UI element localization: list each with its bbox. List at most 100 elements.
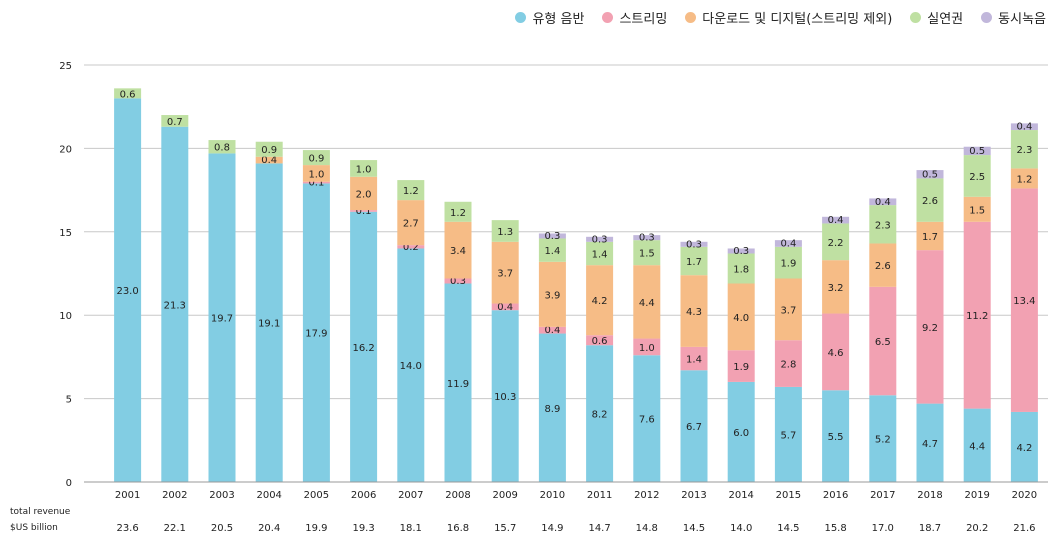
bar-segment bbox=[680, 275, 708, 347]
bar-segment bbox=[538, 238, 566, 262]
data-label: 0.3 bbox=[450, 276, 466, 287]
data-label: 4.4 bbox=[639, 298, 655, 309]
data-label: 13.4 bbox=[1013, 296, 1035, 307]
bar-segment bbox=[774, 240, 802, 247]
x-tick-label: 2008 bbox=[445, 490, 470, 501]
data-label: 0.1 bbox=[356, 206, 372, 217]
x-tick-label: 2019 bbox=[964, 490, 989, 501]
x-tick-label: 2014 bbox=[728, 490, 753, 501]
x-tick-label: 2005 bbox=[304, 490, 329, 501]
bar-segment bbox=[963, 196, 991, 222]
total-revenue-label: total revenue bbox=[10, 507, 71, 517]
bar-segment bbox=[538, 233, 566, 239]
bar-segment bbox=[350, 211, 378, 482]
data-label: 0.7 bbox=[167, 117, 183, 128]
bar-segment bbox=[774, 246, 802, 279]
total-revenue-value: 20.4 bbox=[258, 523, 280, 534]
bar-segment bbox=[869, 395, 897, 482]
data-label: 0.2 bbox=[403, 242, 419, 253]
data-label: 0.1 bbox=[308, 178, 324, 189]
bar-segment bbox=[444, 201, 472, 222]
bar-segment bbox=[727, 283, 755, 351]
bar-segment bbox=[633, 235, 661, 241]
bar-segment bbox=[869, 243, 897, 287]
data-label: 2.2 bbox=[828, 238, 844, 249]
bar-segment bbox=[586, 265, 614, 336]
bar-segment bbox=[727, 381, 755, 482]
bar-segment bbox=[586, 241, 614, 266]
data-label: 1.2 bbox=[450, 208, 466, 219]
bar-segment bbox=[255, 156, 283, 164]
bar-segment bbox=[302, 183, 330, 483]
bar-segment bbox=[161, 115, 189, 127]
bar-segment bbox=[444, 283, 472, 482]
bar-segment bbox=[680, 346, 708, 371]
bar-segment bbox=[916, 403, 944, 482]
bar-segment bbox=[680, 370, 708, 482]
legend-item-sync: 동시녹음 bbox=[981, 8, 1046, 27]
data-label: 9.2 bbox=[922, 323, 938, 334]
bar-segment bbox=[491, 303, 519, 311]
data-label: 5.7 bbox=[780, 430, 796, 441]
legend-label-physical: 유형 음반 bbox=[532, 12, 585, 27]
total-revenue-value: 22.1 bbox=[164, 523, 186, 534]
bar-segment bbox=[255, 163, 283, 483]
total-revenue-value: 16.8 bbox=[447, 523, 469, 534]
bar-segment bbox=[586, 236, 614, 242]
bar-segment bbox=[1010, 123, 1038, 131]
bar-segment bbox=[302, 181, 330, 184]
data-label: 14.0 bbox=[400, 361, 422, 372]
bar-segment bbox=[963, 155, 991, 197]
y-tick-label: 15 bbox=[59, 228, 72, 239]
x-tick-label: 2013 bbox=[681, 490, 706, 501]
y-tick-label: 0 bbox=[66, 478, 72, 489]
data-label: 1.4 bbox=[592, 249, 608, 260]
data-label: 0.9 bbox=[308, 154, 324, 165]
bar-segment bbox=[822, 390, 850, 482]
x-tick-label: 2001 bbox=[115, 490, 140, 501]
data-label: 0.4 bbox=[497, 302, 513, 313]
data-label: 4.2 bbox=[1016, 443, 1032, 454]
bar-segment bbox=[397, 180, 425, 201]
bar-segment bbox=[397, 245, 425, 249]
data-label: 3.7 bbox=[497, 269, 513, 280]
data-label: 1.7 bbox=[922, 232, 938, 243]
data-label: 1.8 bbox=[733, 264, 749, 275]
data-label: 2.6 bbox=[922, 196, 938, 207]
data-label: 1.0 bbox=[356, 164, 372, 175]
x-tick-label: 2020 bbox=[1012, 490, 1037, 501]
bar-segment bbox=[444, 278, 472, 284]
total-revenue-value: 14.5 bbox=[683, 523, 705, 534]
bar-segment bbox=[491, 241, 519, 304]
total-revenue-value: 14.8 bbox=[636, 523, 658, 534]
chart-legend: 유형 음반 스트리밍 다운로드 및 디지털(스트리밍 제외) 실연권 동시녹음 bbox=[515, 8, 1046, 27]
legend-swatch-physical bbox=[515, 12, 527, 23]
legend-item-streaming: 스트리밍 bbox=[602, 8, 667, 27]
data-label: 4.0 bbox=[733, 313, 749, 324]
data-label: 4.2 bbox=[592, 296, 608, 307]
total-revenue-value: 17.0 bbox=[872, 523, 894, 534]
bar-segment bbox=[822, 260, 850, 314]
data-label: 0.4 bbox=[780, 238, 796, 249]
data-label: 0.3 bbox=[592, 234, 608, 245]
bar-segment bbox=[774, 340, 802, 387]
bar-segment bbox=[538, 261, 566, 327]
data-label: 1.9 bbox=[733, 362, 749, 373]
x-tick-label: 2006 bbox=[351, 490, 376, 501]
bar-segment bbox=[774, 278, 802, 341]
legend-swatch-sync bbox=[981, 12, 993, 23]
data-label: 10.3 bbox=[494, 392, 516, 403]
legend-swatch-performance bbox=[910, 12, 922, 23]
bar-segment bbox=[491, 310, 519, 482]
bar-segment bbox=[774, 386, 802, 482]
bar-segment bbox=[586, 335, 614, 346]
data-label: 1.5 bbox=[639, 249, 655, 260]
data-label: 3.4 bbox=[450, 246, 466, 257]
data-label: 7.6 bbox=[639, 415, 655, 426]
data-label: 1.0 bbox=[639, 343, 655, 354]
data-label: 3.2 bbox=[828, 283, 844, 294]
legend-swatch-streaming bbox=[602, 12, 614, 23]
data-label: 5.5 bbox=[828, 432, 844, 443]
data-label: 2.5 bbox=[969, 172, 985, 183]
bar-segment bbox=[869, 205, 897, 244]
